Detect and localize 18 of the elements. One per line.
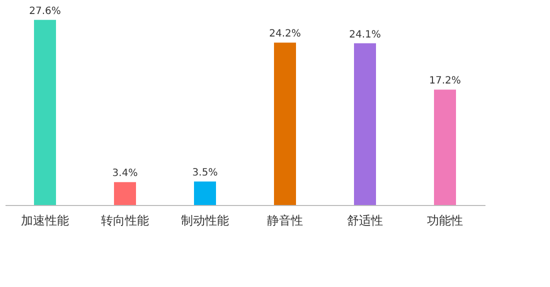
bar — [114, 182, 136, 205]
bar — [194, 182, 216, 205]
x-tick-label: 转向性能 — [101, 214, 149, 228]
data-label: 17.2% — [429, 76, 461, 87]
data-label: 24.1% — [349, 29, 381, 40]
data-label: 27.6% — [29, 6, 61, 17]
data-label: 3.4% — [112, 168, 138, 180]
data-label: 3.5% — [192, 168, 218, 179]
x-tick-label: 加速性能 — [21, 214, 69, 228]
x-tick-label: 舒适性 — [347, 214, 383, 228]
x-tick-label: 静音性 — [267, 214, 303, 228]
bar — [354, 43, 376, 205]
x-tick-label: 功能性 — [427, 214, 463, 228]
x-tick-label: 制动性能 — [181, 214, 229, 228]
data-label: 24.2% — [269, 28, 301, 40]
bar — [434, 90, 456, 205]
bar — [34, 20, 56, 205]
bar — [274, 42, 296, 205]
